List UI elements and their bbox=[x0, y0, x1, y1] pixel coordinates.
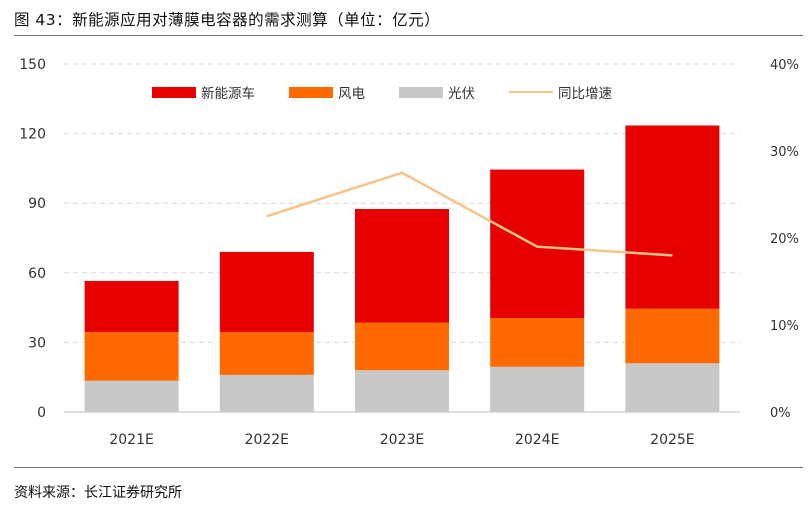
bar-ev bbox=[490, 169, 585, 319]
legend-item-wind: 风电 bbox=[289, 82, 365, 102]
legend-swatch-growth bbox=[509, 91, 553, 93]
y-tick-label-right: 30% bbox=[770, 145, 799, 160]
legend-label-ev: 新能源车 bbox=[201, 86, 255, 102]
x-tick-label: 2023E bbox=[380, 432, 424, 448]
bar-wind bbox=[625, 308, 720, 364]
legend-label-growth: 同比增速 bbox=[558, 86, 612, 102]
growth-line bbox=[266, 171, 673, 257]
legend-swatch-pv bbox=[399, 86, 443, 98]
bar-pv bbox=[219, 374, 314, 412]
bar-ev bbox=[219, 251, 314, 332]
y-tick-label-right: 40% bbox=[770, 58, 799, 73]
legend-swatch-wind bbox=[289, 86, 333, 98]
x-tick-label: 2021E bbox=[109, 432, 153, 448]
y-tick-label-left: 60 bbox=[28, 266, 46, 282]
y-tick-label-right: 20% bbox=[770, 232, 799, 247]
title-divider bbox=[14, 35, 803, 36]
bar-pv bbox=[625, 363, 720, 412]
legend-label-wind: 风电 bbox=[338, 86, 365, 102]
figure-title: 图 43：新能源应用对薄膜电容器的需求测算（单位：亿元） bbox=[14, 11, 441, 29]
bar-ev bbox=[625, 125, 720, 309]
bar-wind bbox=[84, 331, 179, 381]
bar-wind bbox=[490, 318, 585, 367]
chart-legend: 新能源车 风电 光伏 同比增速 bbox=[152, 82, 646, 102]
y-tick-label-right: 0% bbox=[770, 406, 791, 421]
legend-item-pv: 光伏 bbox=[399, 82, 475, 102]
y-tick-label-left: 120 bbox=[19, 127, 46, 143]
bar-pv bbox=[490, 366, 585, 412]
legend-item-ev: 新能源车 bbox=[152, 82, 255, 102]
legend-label-pv: 光伏 bbox=[448, 86, 475, 102]
x-tick-label: 2024E bbox=[515, 432, 559, 448]
y-tick-label-left: 90 bbox=[28, 196, 46, 212]
y-tick-label-left: 150 bbox=[19, 57, 46, 73]
source-divider bbox=[14, 467, 803, 468]
y-tick-label-left: 30 bbox=[28, 335, 46, 351]
bar-pv bbox=[355, 370, 449, 412]
y-tick-label-left: 0 bbox=[37, 405, 46, 421]
bar-ev bbox=[84, 280, 179, 332]
legend-swatch-ev bbox=[152, 86, 196, 98]
bar-pv bbox=[84, 380, 179, 412]
x-tick-label: 2025E bbox=[650, 432, 694, 448]
x-tick-label: 2022E bbox=[245, 432, 289, 448]
legend-item-growth: 同比增速 bbox=[509, 82, 612, 102]
bar-wind bbox=[219, 331, 314, 375]
y-tick-label-right: 10% bbox=[770, 319, 799, 334]
source-note: 资料来源：长江证券研究所 bbox=[14, 485, 182, 501]
bar-ev bbox=[355, 209, 449, 323]
bar-wind bbox=[355, 322, 449, 371]
